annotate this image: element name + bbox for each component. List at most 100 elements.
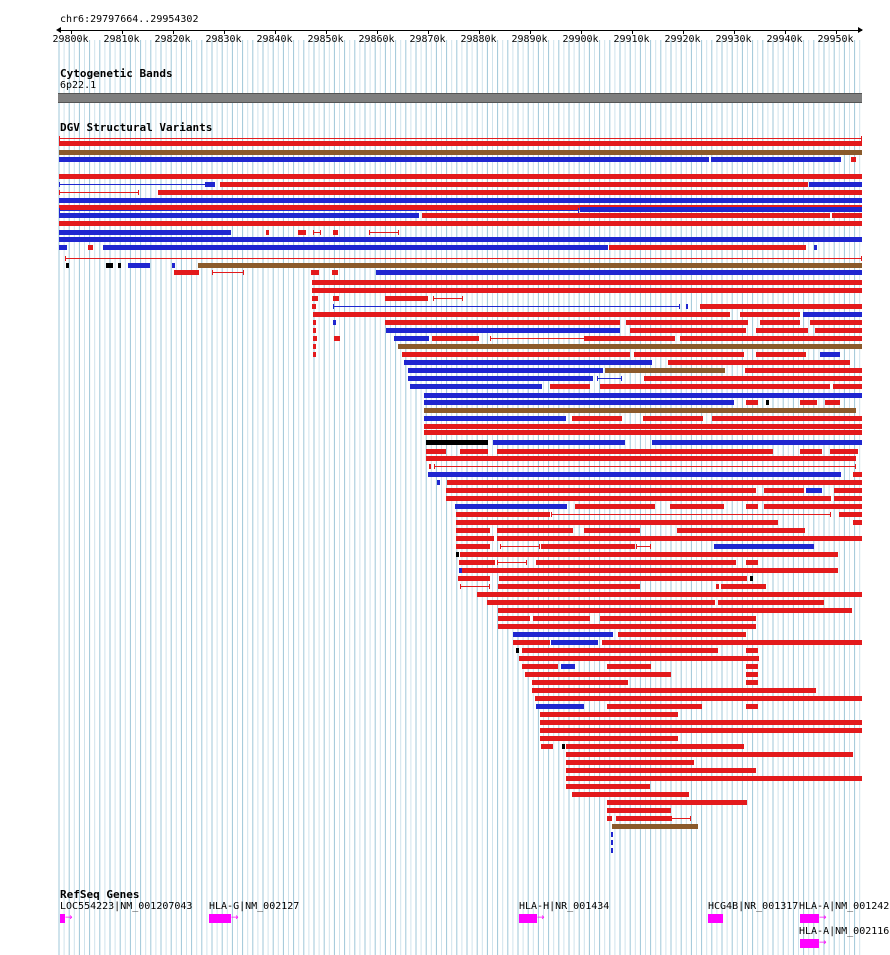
structural-variant-feature[interactable] (59, 245, 67, 250)
structural-variant-feature[interactable] (103, 245, 608, 250)
structural-variant-feature[interactable] (59, 184, 209, 185)
structural-variant-feature[interactable] (386, 328, 620, 333)
structural-variant-feature[interactable] (670, 504, 724, 509)
structural-variant-feature[interactable] (432, 336, 479, 341)
structural-variant-feature[interactable] (833, 384, 862, 389)
cytoband-ideogram[interactable] (58, 93, 862, 103)
structural-variant-feature[interactable] (607, 704, 702, 709)
structural-variant-feature[interactable] (128, 263, 150, 268)
structural-variant-feature[interactable] (677, 528, 805, 533)
structural-variant-feature[interactable] (174, 270, 199, 275)
structural-variant-feature[interactable] (814, 245, 817, 250)
structural-variant-feature[interactable] (424, 408, 856, 413)
structural-variant-feature[interactable] (525, 672, 671, 677)
structural-variant-feature[interactable] (205, 182, 215, 187)
structural-variant-feature[interactable] (853, 520, 862, 525)
structural-variant-feature[interactable] (385, 320, 620, 325)
structural-variant-feature[interactable] (158, 190, 862, 195)
gene-feature[interactable] (519, 914, 537, 923)
structural-variant-feature[interactable] (369, 232, 399, 233)
structural-variant-feature[interactable] (618, 632, 746, 637)
structural-variant-feature[interactable] (612, 824, 698, 829)
structural-variant-feature[interactable] (212, 272, 244, 273)
structural-variant-feature[interactable] (59, 213, 419, 218)
structural-variant-feature[interactable] (497, 449, 773, 454)
structural-variant-feature[interactable] (541, 744, 553, 749)
structural-variant-feature[interactable] (711, 157, 841, 162)
structural-variant-feature[interactable] (424, 393, 862, 398)
structural-variant-feature[interactable] (394, 336, 429, 341)
structural-variant-feature[interactable] (764, 504, 862, 509)
structural-variant-feature[interactable] (498, 624, 756, 629)
structural-variant-feature[interactable] (408, 368, 603, 373)
structural-variant-feature[interactable] (313, 352, 316, 357)
structural-variant-feature[interactable] (88, 245, 93, 250)
structural-variant-feature[interactable] (716, 584, 719, 589)
structural-variant-feature[interactable] (497, 562, 527, 563)
structural-variant-feature[interactable] (609, 245, 806, 250)
structural-variant-feature[interactable] (535, 696, 862, 701)
structural-variant-feature[interactable] (585, 336, 675, 341)
structural-variant-feature[interactable] (456, 536, 494, 541)
structural-variant-feature[interactable] (541, 544, 635, 549)
structural-variant-feature[interactable] (572, 792, 689, 797)
structural-variant-feature[interactable] (580, 207, 862, 212)
structural-variant-feature[interactable] (566, 768, 756, 773)
structural-variant-feature[interactable] (532, 688, 816, 693)
structural-variant-feature[interactable] (561, 664, 575, 669)
structural-variant-feature[interactable] (460, 552, 838, 557)
structural-variant-feature[interactable] (59, 157, 709, 162)
structural-variant-feature[interactable] (721, 584, 766, 589)
structural-variant-feature[interactable] (551, 514, 831, 515)
structural-variant-feature[interactable] (398, 344, 862, 349)
structural-variant-feature[interactable] (536, 560, 736, 565)
structural-variant-feature[interactable] (313, 328, 316, 333)
structural-variant-feature[interactable] (630, 328, 746, 333)
structural-variant-feature[interactable] (312, 296, 318, 301)
structural-variant-feature[interactable] (830, 449, 858, 454)
structural-variant-feature[interactable] (600, 384, 830, 389)
structural-variant-feature[interactable] (611, 840, 613, 845)
structural-variant-feature[interactable] (59, 174, 862, 179)
structural-variant-feature[interactable] (750, 576, 753, 581)
structural-variant-feature[interactable] (584, 528, 640, 533)
structural-variant-feature[interactable] (566, 776, 862, 781)
structural-variant-feature[interactable] (550, 384, 590, 389)
structural-variant-feature[interactable] (600, 616, 756, 621)
structural-variant-feature[interactable] (756, 328, 808, 333)
structural-variant-feature[interactable] (712, 416, 862, 421)
structural-variant-feature[interactable] (447, 480, 862, 485)
structural-variant-feature[interactable] (433, 298, 463, 299)
gene-label[interactable]: HLA-A|NM_002116 (799, 926, 890, 937)
gene-label[interactable]: HLA-A|NM_001242 (799, 901, 890, 912)
structural-variant-feature[interactable] (424, 424, 862, 429)
structural-variant-feature[interactable] (532, 680, 628, 685)
structural-variant-feature[interactable] (540, 728, 862, 733)
structural-variant-feature[interactable] (800, 400, 817, 405)
structural-variant-feature[interactable] (513, 632, 613, 637)
structural-variant-feature[interactable] (809, 182, 862, 187)
structural-variant-feature[interactable] (172, 263, 175, 268)
structural-variant-feature[interactable] (611, 848, 613, 853)
structural-variant-feature[interactable] (408, 376, 593, 381)
structural-variant-feature[interactable] (607, 816, 612, 821)
structural-variant-feature[interactable] (644, 376, 862, 381)
structural-variant-feature[interactable] (313, 232, 321, 233)
structural-variant-feature[interactable] (605, 368, 725, 373)
structural-variant-feature[interactable] (424, 416, 566, 421)
structural-variant-feature[interactable] (312, 288, 862, 293)
structural-variant-feature[interactable] (626, 320, 748, 325)
structural-variant-feature[interactable] (460, 449, 488, 454)
structural-variant-feature[interactable] (745, 368, 862, 373)
gene-label[interactable]: HLA-H|NR_001434 (519, 901, 610, 912)
structural-variant-feature[interactable] (522, 648, 718, 653)
structural-variant-feature[interactable] (428, 472, 841, 477)
structural-variant-feature[interactable] (634, 352, 744, 357)
structural-variant-feature[interactable] (746, 560, 758, 565)
structural-variant-feature[interactable] (429, 464, 431, 469)
structural-variant-feature[interactable] (740, 312, 800, 317)
structural-variant-feature[interactable] (611, 832, 613, 837)
structural-variant-feature[interactable] (410, 384, 542, 389)
structural-variant-feature[interactable] (498, 584, 640, 589)
structural-variant-feature[interactable] (59, 141, 862, 146)
